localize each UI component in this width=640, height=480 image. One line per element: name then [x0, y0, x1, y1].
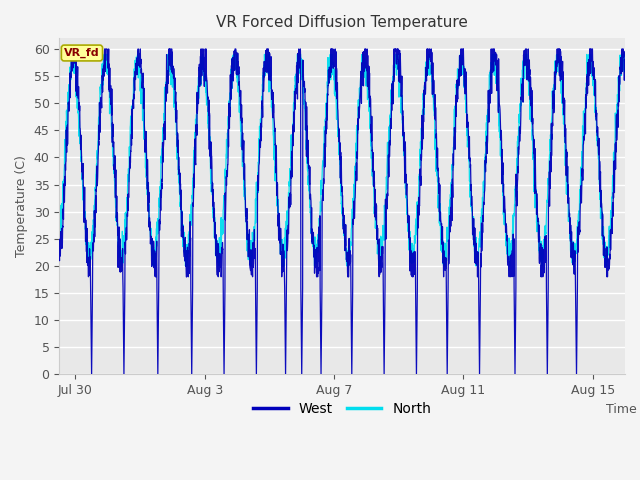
Legend: West, North: West, North: [247, 396, 437, 421]
X-axis label: Time: Time: [605, 403, 636, 416]
Text: VR_fd: VR_fd: [64, 48, 100, 58]
Title: VR Forced Diffusion Temperature: VR Forced Diffusion Temperature: [216, 15, 468, 30]
Y-axis label: Temperature (C): Temperature (C): [15, 156, 28, 257]
